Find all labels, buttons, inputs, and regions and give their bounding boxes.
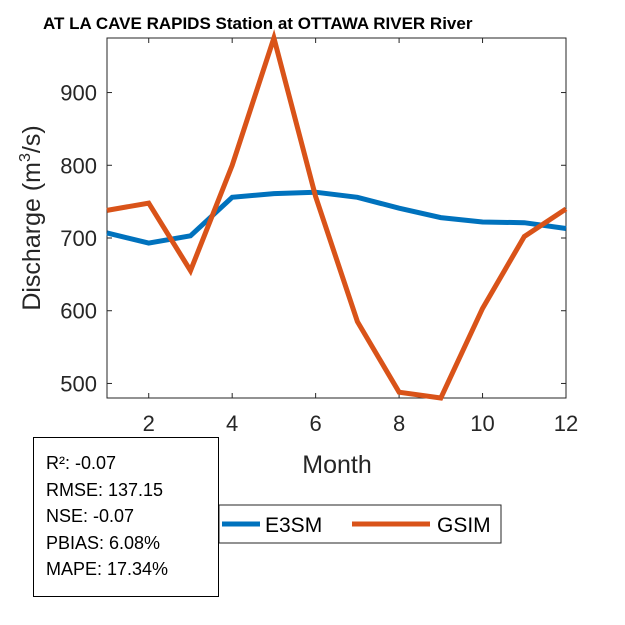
legend-label-e3sm: E3SM	[265, 514, 322, 537]
y-tick-label: 800	[60, 153, 97, 178]
series-line-gsim	[106, 29, 568, 401]
y-tick-label: 500	[60, 371, 97, 396]
y-axis-label: Discharge (m3/s)	[17, 125, 46, 310]
x-tick-label: 4	[226, 411, 238, 436]
y-tick-label: 700	[60, 226, 97, 251]
y-tick-label: 900	[60, 81, 97, 106]
legend: E3SM GSIM	[218, 504, 502, 544]
x-axis-label: Month	[302, 451, 371, 479]
x-axis-ticks: 2 4 6 8 10 12	[143, 38, 578, 436]
x-tick-label: 2	[143, 411, 155, 436]
x-tick-label: 12	[554, 411, 578, 436]
plot-area	[106, 37, 567, 399]
stat-rmse: RMSE: 137.15	[46, 479, 164, 500]
stats-box: R²: -0.07 RMSE: 137.15 NSE: -0.07 PBIAS:…	[33, 437, 219, 597]
chart-title: AT LA CAVE RAPIDS Station at OTTAWA RIVE…	[43, 14, 473, 33]
y-tick-label: 600	[60, 299, 97, 324]
legend-label-gsim: GSIM	[437, 514, 491, 537]
stat-nse: NSE: -0.07	[46, 506, 135, 526]
x-tick-label: 8	[393, 411, 405, 436]
series-line-e3sm	[106, 189, 567, 246]
x-tick-label: 10	[470, 411, 494, 436]
stat-mape: MAPE: 17.34%	[46, 559, 169, 579]
series-lines	[106, 29, 568, 401]
stat-r2: R²: -0.07	[46, 453, 117, 473]
x-tick-label: 6	[310, 411, 322, 436]
y-axis-ticks: 500 600 700 800 900	[60, 81, 566, 396]
stat-pbias: PBIAS: 6.08%	[46, 532, 161, 553]
